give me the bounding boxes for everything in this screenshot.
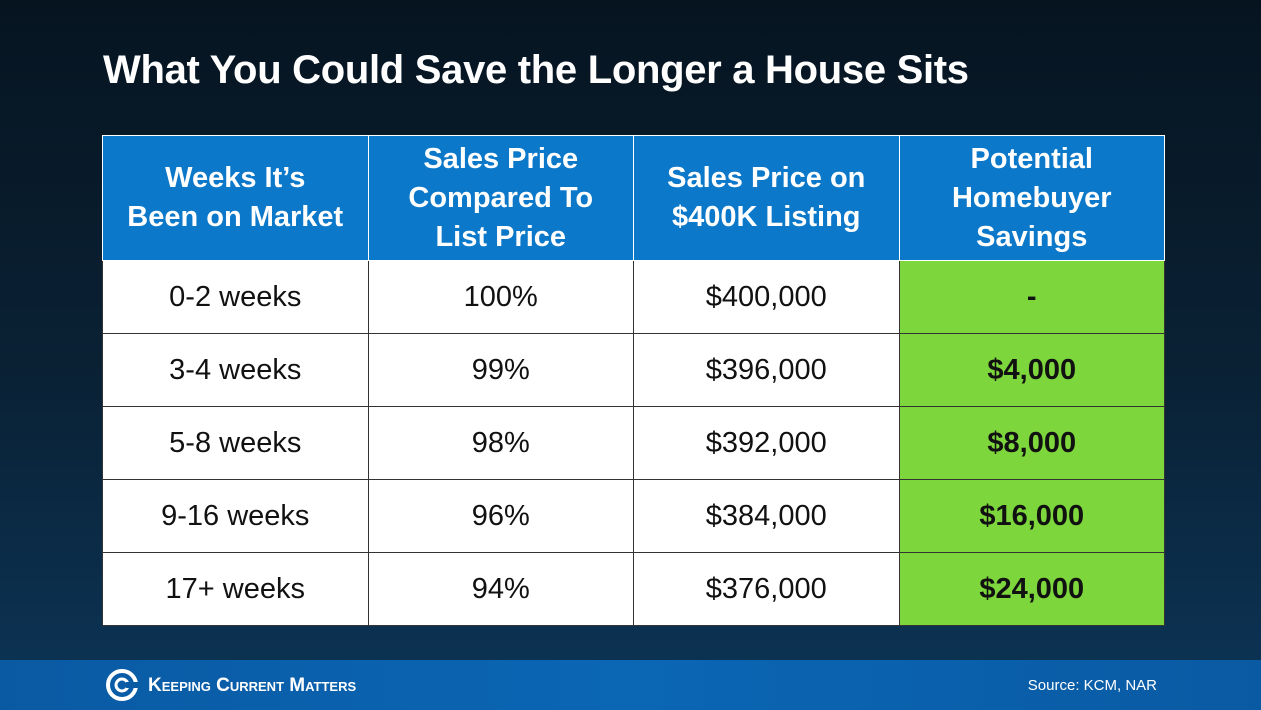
table-cell: 5-8 weeks bbox=[102, 406, 369, 480]
table-cell: $384,000 bbox=[633, 479, 900, 553]
table-cell: 9-16 weeks bbox=[102, 479, 369, 553]
savings-table: Weeks It’s Been on Market Sales Price Compa… bbox=[102, 135, 1165, 626]
title: What You Could Save the Longer a House S… bbox=[103, 48, 969, 92]
savings-cell: - bbox=[898, 260, 1165, 334]
header-line: Sales Price on bbox=[667, 162, 866, 194]
table-cell: 3-4 weeks bbox=[102, 333, 369, 407]
table-cell: 94% bbox=[367, 552, 634, 626]
table-cell: $396,000 bbox=[633, 333, 900, 407]
footer: Keeping Current Matters Source: KCM, NAR bbox=[0, 660, 1261, 710]
header-line: Sales Price bbox=[423, 142, 579, 175]
header-line: Potential bbox=[970, 142, 1093, 175]
table-cell: 0-2 weeks bbox=[102, 260, 369, 334]
table-cell: 100% bbox=[367, 260, 634, 334]
savings-cell: $8,000 bbox=[898, 406, 1165, 480]
table-row: 5-8 weeks 98% $392,000 $8,000 bbox=[102, 406, 1165, 480]
column-header: Sales Price Compared To List Price bbox=[367, 135, 634, 261]
header-line: Savings bbox=[976, 220, 1088, 253]
header-line: Been on Market bbox=[127, 201, 344, 233]
table-cell: 98% bbox=[367, 406, 634, 480]
savings-cell: $16,000 bbox=[898, 479, 1165, 553]
table-cell: $400,000 bbox=[633, 260, 900, 334]
table-row: 17+ weeks 94% $376,000 $24,000 bbox=[102, 552, 1165, 626]
table-row: 0-2 weeks 100% $400,000- bbox=[102, 260, 1165, 334]
header-line: Weeks It’s bbox=[165, 162, 306, 194]
table-body: 0-2 weeks 100% $400,000-3-4 weeks 99% $396,0… bbox=[102, 260, 1165, 626]
column-header: Weeks It’s Been on Market bbox=[102, 135, 369, 261]
table-cell: 96% bbox=[367, 479, 634, 553]
table-cell: $376,000 bbox=[633, 552, 900, 626]
table-cell: $392,000 bbox=[633, 406, 900, 480]
savings-cell: $4,000 bbox=[898, 333, 1165, 407]
column-header: Potential Homebuyer Savings bbox=[898, 135, 1165, 261]
table-row: 3-4 weeks 99% $396,000 $4,000 bbox=[102, 333, 1165, 407]
column-header: Sales Price on $400K Listing bbox=[633, 135, 900, 261]
logo-icon bbox=[106, 669, 138, 701]
table-cell: 99% bbox=[367, 333, 634, 407]
header-line: List Price bbox=[435, 220, 567, 253]
header-row: Weeks It’s Been on Market Sales Price Compa… bbox=[102, 135, 1165, 261]
table-row: 9-16 weeks 96% $384,000 $16,000 bbox=[102, 479, 1165, 553]
header-line: $400K Listing bbox=[671, 201, 861, 233]
brand: Keeping Current Matters bbox=[148, 675, 357, 696]
table-cell: 17+ weeks bbox=[102, 552, 369, 626]
header-line: Homebuyer bbox=[951, 181, 1112, 214]
source: Source: KCM, NAR bbox=[1027, 677, 1157, 694]
savings-cell: $24,000 bbox=[898, 552, 1165, 626]
header-line: Compared To bbox=[408, 181, 594, 214]
